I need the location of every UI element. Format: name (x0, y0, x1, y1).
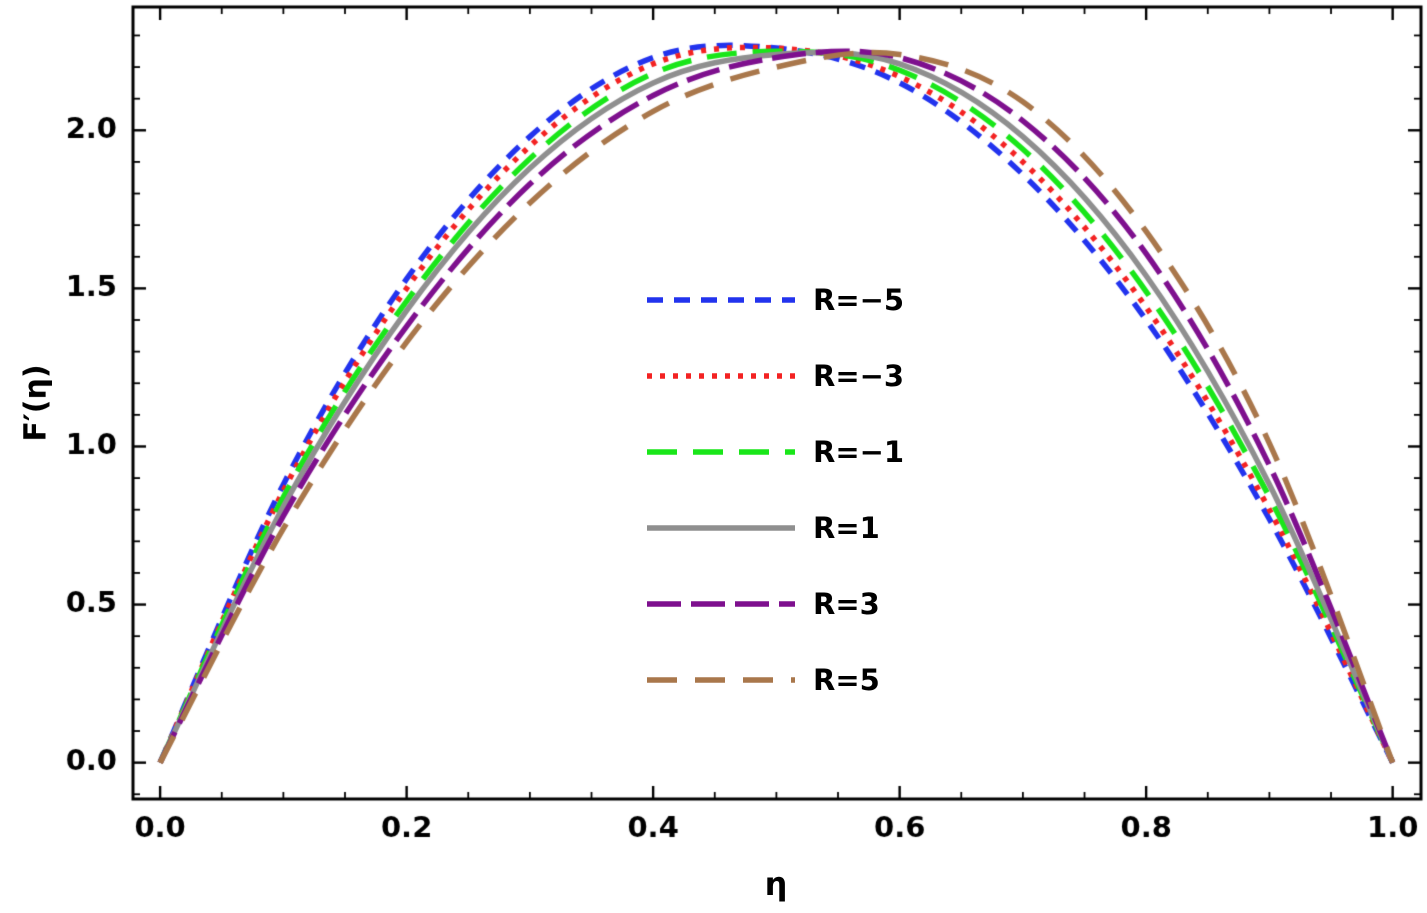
legend-entry: R=−1 (645, 435, 904, 469)
legend-line-sample (647, 677, 795, 683)
legend-entry: R=3 (645, 587, 904, 621)
legend-label: R=5 (813, 663, 880, 697)
legend-entry: R=−3 (645, 359, 904, 393)
legend-entry: R=−5 (645, 283, 904, 317)
legend-label: R=−5 (813, 283, 905, 317)
legend-entry: R=1 (645, 511, 904, 545)
legend-label: R=−3 (813, 359, 905, 393)
x-axis-title: η (764, 865, 788, 903)
legend-label: R=−1 (813, 435, 905, 469)
legend-line-sample (647, 449, 795, 455)
legend-label: R=1 (813, 511, 880, 545)
legend-line-sample (647, 525, 795, 531)
legend-label: R=3 (813, 587, 880, 621)
legend-line-sample (647, 373, 795, 379)
legend-entry: R=5 (645, 663, 904, 697)
y-axis-title: F′(η) (18, 364, 54, 442)
legend-line-sample (647, 297, 795, 303)
legend-line-sample (647, 601, 795, 607)
legend: R=−5 R=−3 R=−1 R=1 R=3 (645, 283, 904, 739)
